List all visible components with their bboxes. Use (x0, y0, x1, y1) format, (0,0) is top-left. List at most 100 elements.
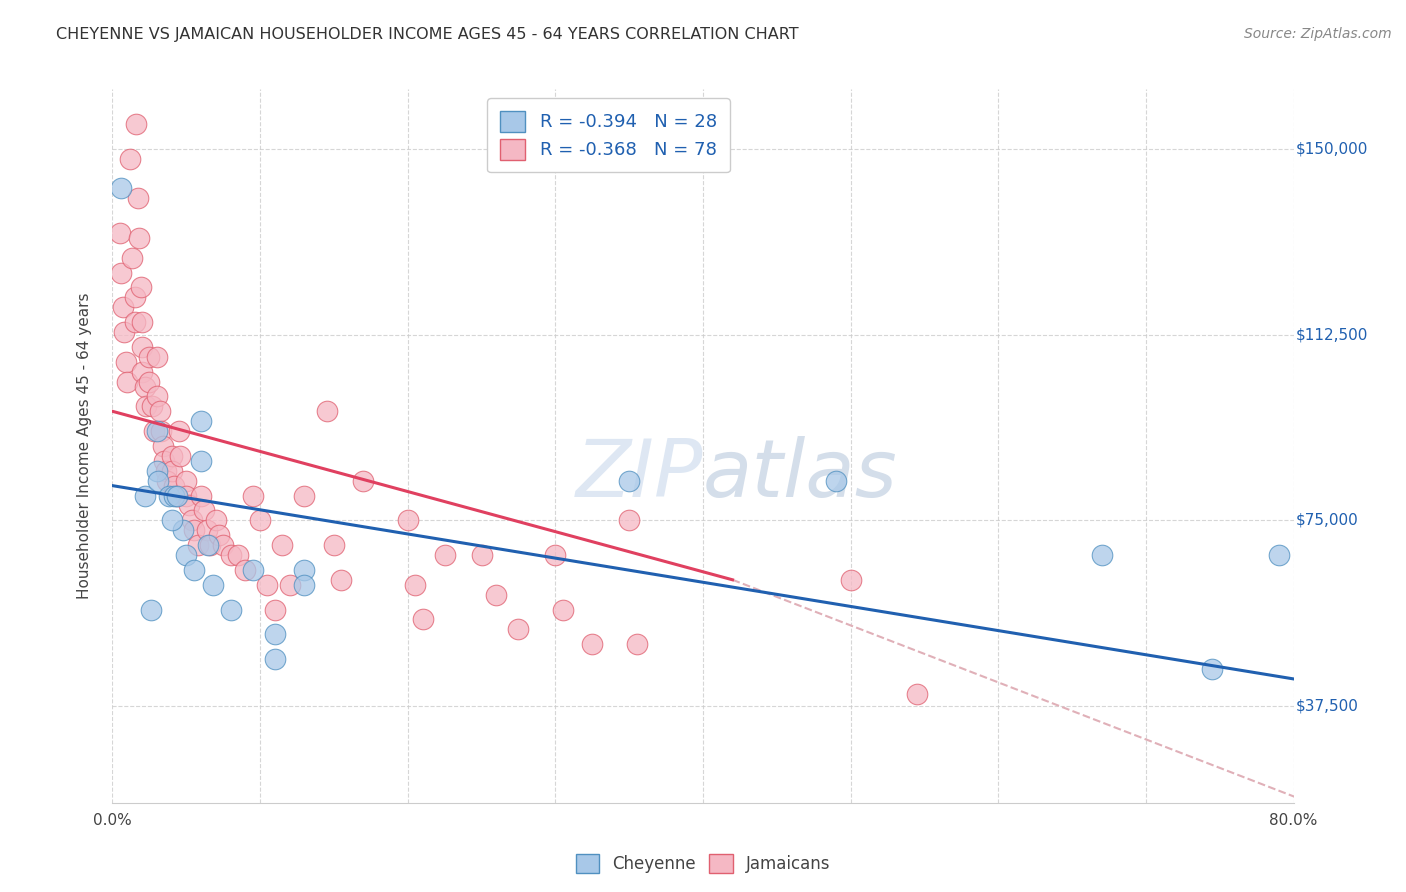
Point (208, 528, 231, 542)
Text: Source: ZipAtlas.com: Source: ZipAtlas.com (1244, 27, 1392, 41)
Point (149, 404, 172, 418)
Point (146, 350, 169, 364)
Legend: Cheyenne, Jamaicans: Cheyenne, Jamaicans (569, 847, 837, 880)
Point (120, 152, 142, 166)
Point (153, 454, 176, 468)
Point (110, 181, 132, 195)
Point (138, 375, 160, 389)
Point (201, 578, 224, 592)
Point (129, 280, 152, 294)
Point (131, 340, 153, 354)
Point (219, 602, 242, 616)
Point (1268, 548, 1291, 562)
Point (396, 513, 419, 527)
Point (190, 414, 212, 428)
Point (256, 578, 278, 592)
Point (152, 439, 174, 453)
Text: $112,500: $112,500 (1296, 327, 1368, 342)
Y-axis label: Householder Income Ages 45 - 64 years: Householder Income Ages 45 - 64 years (77, 293, 91, 599)
Point (905, 687, 928, 701)
Point (626, 637, 648, 651)
Point (124, 315, 146, 329)
Point (150, 424, 173, 438)
Point (174, 548, 197, 562)
Point (112, 325, 135, 339)
Point (233, 563, 256, 577)
Point (181, 513, 204, 527)
Point (156, 474, 179, 488)
Point (198, 538, 221, 552)
Point (114, 355, 136, 369)
Point (195, 523, 218, 537)
Point (212, 538, 235, 552)
Point (172, 523, 194, 537)
Point (160, 449, 183, 463)
Text: atlas: atlas (703, 435, 898, 514)
Point (142, 424, 165, 438)
Text: CHEYENNE VS JAMAICAN HOUSEHOLDER INCOME AGES 45 - 64 YEARS CORRELATION CHART: CHEYENNE VS JAMAICAN HOUSEHOLDER INCOME … (56, 27, 799, 42)
Point (118, 67, 141, 81)
Point (271, 538, 294, 552)
Point (508, 623, 530, 637)
Point (121, 251, 143, 265)
Point (470, 548, 494, 562)
Point (139, 602, 162, 616)
Point (581, 637, 603, 651)
Point (163, 489, 186, 503)
Point (146, 424, 169, 438)
Point (824, 474, 846, 488)
Point (160, 464, 183, 478)
Point (190, 454, 212, 468)
Point (292, 578, 315, 592)
Point (127, 191, 149, 205)
Point (1091, 548, 1114, 562)
Point (111, 300, 134, 314)
Point (330, 573, 353, 587)
Point (179, 499, 201, 513)
Point (242, 563, 264, 577)
Point (242, 489, 264, 503)
Point (433, 548, 456, 562)
Point (166, 489, 188, 503)
Point (544, 548, 567, 562)
Point (148, 474, 170, 488)
Point (183, 523, 205, 537)
Point (125, 117, 148, 131)
Point (411, 612, 433, 626)
Text: $37,500: $37,500 (1296, 698, 1358, 714)
Point (1201, 662, 1223, 676)
Point (619, 513, 641, 527)
Point (264, 602, 287, 616)
Point (174, 474, 197, 488)
Point (155, 464, 177, 478)
Point (163, 478, 186, 492)
Point (264, 627, 287, 641)
Point (160, 513, 183, 527)
Point (315, 404, 337, 418)
Text: $75,000: $75,000 (1296, 513, 1358, 528)
Point (167, 424, 190, 438)
Point (226, 548, 249, 562)
Point (108, 226, 131, 240)
Point (157, 489, 180, 503)
Point (135, 400, 157, 414)
Point (323, 538, 346, 552)
Point (131, 315, 153, 329)
Point (134, 379, 156, 393)
Point (117, 375, 138, 389)
Point (169, 449, 191, 463)
Point (839, 573, 862, 587)
Point (138, 350, 160, 364)
Point (141, 400, 163, 414)
Point (197, 538, 219, 552)
Point (110, 266, 132, 280)
Point (146, 389, 169, 403)
Point (128, 231, 150, 245)
Point (278, 578, 301, 592)
Point (219, 548, 242, 562)
Point (292, 489, 315, 503)
Point (485, 588, 508, 602)
Point (249, 513, 271, 527)
Point (404, 578, 426, 592)
Point (205, 513, 228, 527)
